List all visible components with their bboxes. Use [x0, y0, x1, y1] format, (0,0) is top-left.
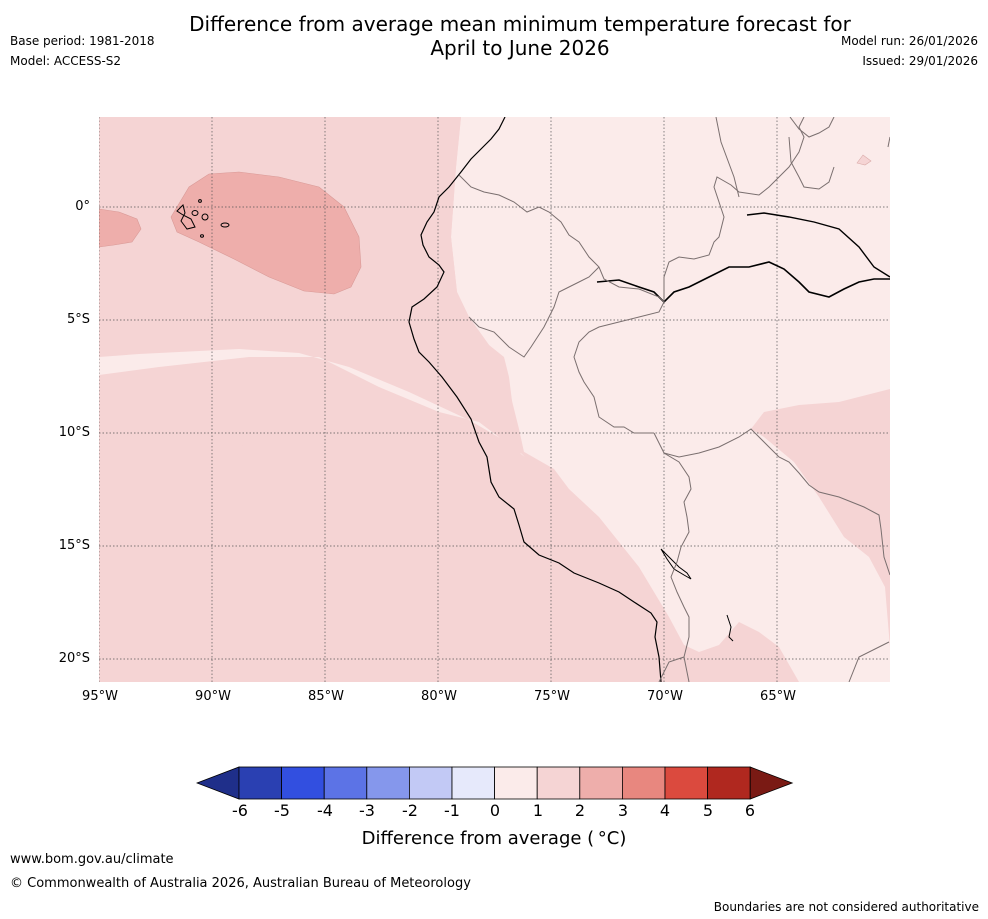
lat-label-15s: 15°S: [58, 538, 90, 553]
colorbar-segment: [408, 766, 453, 800]
cbar-tick: 0: [489, 801, 501, 820]
colorbar-segment: [707, 766, 751, 800]
cbar-tick: -3: [359, 801, 375, 820]
country-borders: [458, 117, 890, 682]
colorbar-extend-low: [196, 766, 240, 800]
title-line-2: April to June 2026: [430, 36, 610, 60]
colorbar-title: Difference from average ( °C): [361, 828, 627, 849]
colorbar-segment: [494, 766, 538, 800]
lon-label-75w: 75°W: [534, 689, 570, 704]
colorbar-segment: [579, 766, 623, 800]
anomaly-0-1-region: [99, 117, 890, 682]
colorbar: [196, 766, 794, 800]
coastline: [408, 117, 662, 682]
colorbar-segment: [366, 766, 410, 800]
map-svg: [99, 117, 890, 682]
boundary-disclaimer: Boundaries are not considered authoritat…: [713, 900, 979, 914]
colorbar-segment: [451, 766, 495, 800]
cbar-tick: 4: [659, 801, 671, 820]
lon-label-95w: 95°W: [82, 689, 118, 704]
anomaly-2-3-region: [170, 171, 362, 295]
lat-label-0: 0°: [75, 199, 90, 214]
colorbar-segment: [536, 766, 581, 800]
cbar-tick: 6: [744, 801, 756, 820]
lon-label-90w: 90°W: [195, 689, 231, 704]
colorbar-segment: [323, 766, 368, 800]
forecast-map: [99, 117, 890, 682]
galapagos-islands: [176, 199, 230, 238]
cbar-tick: 2: [574, 801, 586, 820]
model-name: Model: ACCESS-S2: [10, 54, 122, 68]
meta-left: Base period: 1981-2018 Model: ACCESS-S2: [10, 31, 155, 71]
colorbar-segment: [621, 766, 666, 800]
lon-label-85w: 85°W: [308, 689, 344, 704]
colorbar-svg: [196, 766, 794, 800]
cbar-tick: -4: [317, 801, 333, 820]
cbar-tick: 3: [617, 801, 629, 820]
chart-title: Difference from average mean minimum tem…: [120, 12, 920, 60]
colorbar-extend-high: [749, 766, 794, 800]
lon-label-70w: 70°W: [647, 689, 683, 704]
lat-label-20s: 20°S: [58, 651, 90, 666]
cbar-tick: 5: [702, 801, 714, 820]
map-gridlines: [99, 117, 890, 682]
lon-label-80w: 80°W: [421, 689, 457, 704]
issued-date: Issued: 29/01/2026: [862, 54, 978, 68]
lon-label-65w: 65°W: [760, 689, 796, 704]
title-line-1: Difference from average mean minimum tem…: [189, 12, 851, 36]
lat-label-5s: 5°S: [66, 312, 90, 327]
colorbar-segment: [664, 766, 708, 800]
cbar-tick: -2: [402, 801, 418, 820]
amazon-river: [596, 261, 890, 304]
cbar-tick: -1: [444, 801, 460, 820]
colorbar-segment: [238, 766, 282, 800]
website-link[interactable]: www.bom.gov.au/climate: [10, 852, 174, 867]
cbar-tick: 1: [532, 801, 544, 820]
cbar-tick: -5: [274, 801, 290, 820]
model-run: Model run: 26/01/2026: [840, 34, 978, 48]
copyright-notice: © Commonwealth of Australia 2026, Austra…: [10, 876, 471, 891]
meta-right: Model run: 26/01/2026 Issued: 29/01/2026: [841, 31, 978, 71]
base-period: Base period: 1981-2018: [10, 34, 155, 48]
colorbar-segment: [281, 766, 325, 800]
lat-label-10s: 10°S: [58, 425, 90, 440]
cbar-tick: -6: [232, 801, 248, 820]
